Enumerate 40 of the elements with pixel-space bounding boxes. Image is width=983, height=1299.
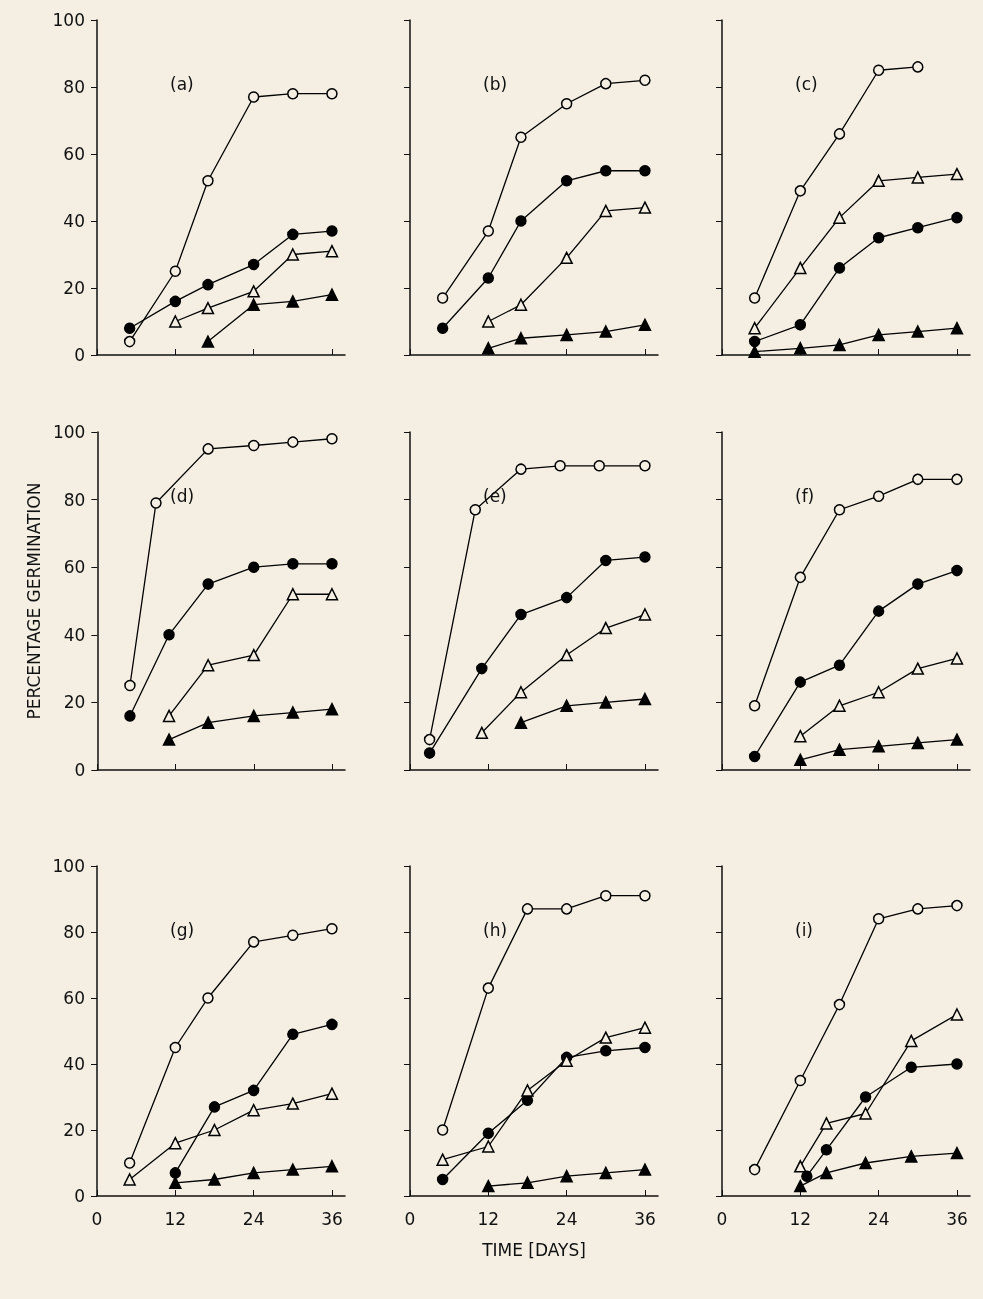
y-tick-label: 100	[52, 10, 85, 30]
y-tick-label: 0	[74, 345, 85, 365]
y-axis-title: PERCENTAGE GERMINATION	[23, 482, 44, 720]
y-tick-label: 100	[52, 856, 85, 876]
y-tick-label: 40	[63, 211, 85, 231]
x-tick-label: 36	[946, 1208, 968, 1229]
y-tick-label: 80	[63, 489, 86, 510]
y-tick-label: 20	[63, 278, 85, 298]
x-tick-label: 0	[91, 1208, 103, 1229]
x-tick-label: 0	[716, 1208, 728, 1229]
y-tick-label: 0	[74, 760, 86, 780]
x-tick-label: 12	[164, 1208, 187, 1229]
y-tick-label: 0	[74, 1186, 85, 1206]
y-tick-label: 40	[63, 624, 86, 645]
x-tick-label: 12	[789, 1208, 812, 1229]
y-tick-label: 60	[63, 557, 86, 578]
x-tick-label: 12	[477, 1208, 500, 1229]
x-tick-label: 24	[555, 1208, 578, 1229]
text: (c)	[795, 73, 818, 94]
x-tick-label: 36	[321, 1208, 343, 1229]
text: (h)	[483, 919, 508, 940]
y-tick-label: 20	[63, 692, 86, 713]
x-tick-label: 24	[867, 1208, 890, 1229]
y-tick-label: 80	[63, 77, 85, 97]
x-axis-title: TIME [DAYS]	[481, 1239, 586, 1260]
text: (d)	[170, 485, 195, 506]
y-tick-label: 20	[63, 1120, 85, 1140]
text: (b)	[483, 73, 508, 94]
x-tick-label: 0	[404, 1208, 416, 1229]
x-tick-label: 24	[242, 1208, 265, 1229]
y-tick-label: 80	[63, 922, 85, 942]
y-tick-label: 40	[63, 1054, 85, 1074]
y-tick-label: 60	[63, 144, 85, 164]
y-tick-label: 60	[63, 988, 85, 1008]
text: (g)	[170, 919, 195, 940]
x-tick-label: 36	[634, 1208, 656, 1229]
text: (i)	[795, 919, 813, 940]
text: (f)	[795, 485, 815, 506]
y-tick-label: 100	[52, 422, 86, 442]
text: (a)	[170, 73, 194, 94]
